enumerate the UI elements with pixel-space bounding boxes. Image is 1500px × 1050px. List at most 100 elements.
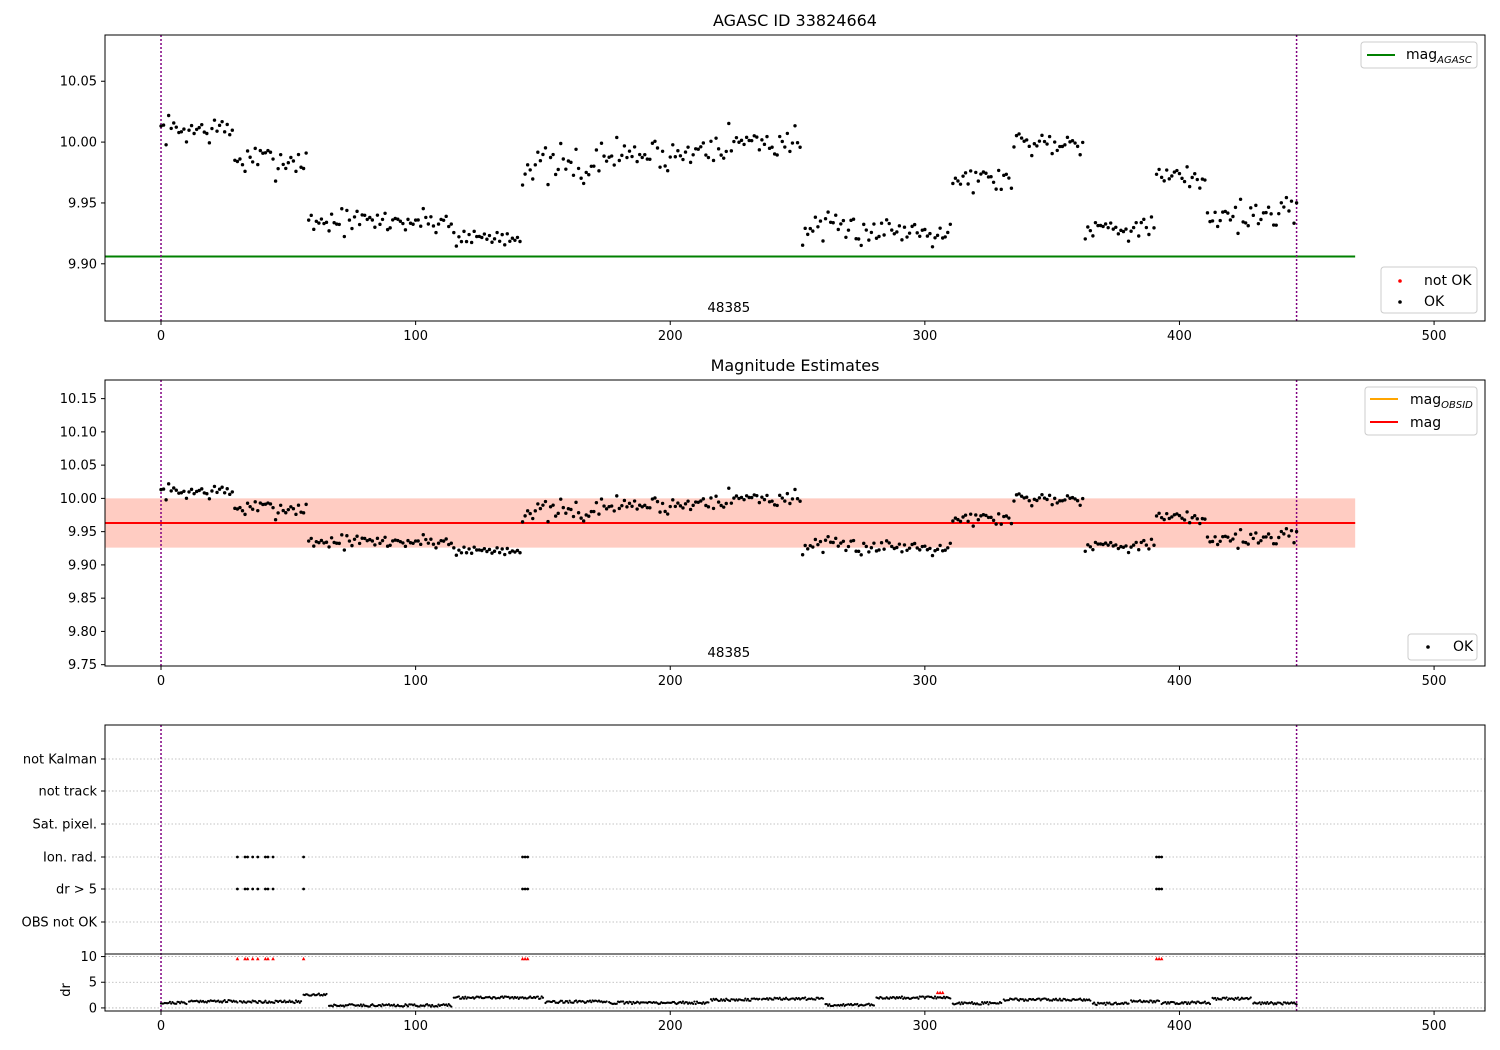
ok-point (739, 138, 744, 143)
ok-point (1134, 540, 1138, 545)
ok-point (429, 537, 433, 541)
flag-point (1157, 887, 1161, 891)
ok-point (816, 225, 820, 229)
ok-point (1063, 143, 1067, 147)
dr-point (511, 995, 514, 999)
ok-point (1047, 134, 1052, 139)
legend-ok-label-2: OK (1453, 639, 1474, 655)
ok-point (584, 513, 588, 517)
ok-point (469, 551, 474, 555)
ok-point (294, 512, 298, 517)
ok-point (319, 217, 324, 221)
ok-point (1119, 228, 1123, 233)
x-tick-label: 400 (1167, 674, 1192, 689)
ok-point (1264, 210, 1268, 215)
ok-point (1249, 206, 1253, 210)
ok-point (1210, 219, 1215, 223)
ok-point (304, 151, 308, 155)
ok-point (1093, 540, 1098, 545)
dr-point (961, 1002, 965, 1006)
ok-point (1198, 521, 1202, 526)
ok-point (566, 159, 571, 163)
dr-point (471, 996, 475, 999)
ok-point (920, 544, 925, 549)
ok-point (696, 500, 700, 504)
dr-point (1164, 1000, 1167, 1004)
ok-point (604, 507, 609, 511)
dr-tick-label: 0 (89, 1001, 97, 1016)
ok-point (1175, 168, 1179, 173)
ok-point (1017, 132, 1021, 136)
ok-point (268, 502, 273, 506)
dr-point (1215, 998, 1218, 1001)
dr-point (266, 1001, 270, 1004)
ok-point (457, 235, 461, 239)
ok-point (187, 490, 191, 494)
ok-point (655, 146, 660, 150)
ok-point (172, 486, 176, 490)
ok-point (806, 547, 810, 551)
flag-point (523, 887, 527, 891)
flag-point (1160, 887, 1164, 891)
ok-point (406, 217, 410, 222)
ok-point (1195, 517, 1199, 521)
ok-point (864, 228, 868, 232)
ok-point (923, 227, 927, 232)
dr-point (590, 1001, 593, 1004)
ok-point (1152, 226, 1156, 230)
dr-point (1054, 997, 1058, 1000)
ok-point (722, 505, 726, 509)
ok-point (159, 124, 163, 128)
ok-point (1106, 543, 1110, 547)
dr-point (361, 1005, 364, 1008)
ok-point (253, 146, 257, 151)
dr-point (758, 997, 761, 1000)
ok-point (464, 239, 469, 244)
ok-point (541, 152, 545, 157)
ok-point (734, 135, 739, 140)
dr-point (711, 999, 714, 1002)
ok-point (991, 518, 996, 523)
dr-point (1295, 1003, 1298, 1006)
ok-point (457, 548, 461, 552)
ok-point (785, 131, 790, 136)
dr-point (1081, 999, 1084, 1002)
ok-point (352, 537, 357, 541)
ok-point (1256, 541, 1261, 545)
ok-point (1294, 201, 1299, 205)
ok-point (571, 514, 576, 519)
ok-point (966, 519, 970, 523)
ok-point (561, 505, 566, 510)
ok-point (599, 497, 604, 501)
ok-point (332, 221, 336, 225)
ok-point (559, 141, 563, 146)
ok-point (200, 487, 204, 491)
dr-tick-label: 5 (89, 976, 97, 991)
ok-point (589, 164, 594, 168)
ok-point (719, 503, 723, 508)
ok-point (495, 546, 499, 550)
ok-point (724, 149, 728, 154)
dr-point (942, 995, 946, 998)
flag-point (235, 855, 239, 859)
ok-point (915, 231, 919, 235)
ok-point (1190, 175, 1194, 180)
ok-point (765, 493, 769, 498)
ok-point (676, 149, 680, 153)
ok-point (841, 218, 846, 223)
ok-point (1131, 543, 1136, 547)
ok-point (994, 522, 998, 526)
ok-point (742, 497, 746, 502)
ok-point (775, 153, 779, 157)
ok-point (1103, 541, 1108, 545)
dr-point (1258, 1001, 1261, 1004)
ok-point (546, 182, 550, 187)
ok-point (1055, 501, 1059, 505)
ok-point (1228, 539, 1233, 543)
dr-point (821, 997, 825, 1000)
ok-point (439, 538, 443, 543)
ok-point (645, 505, 650, 510)
ok-point (281, 162, 285, 167)
ok-point (579, 516, 583, 520)
ok-point (1157, 167, 1161, 172)
